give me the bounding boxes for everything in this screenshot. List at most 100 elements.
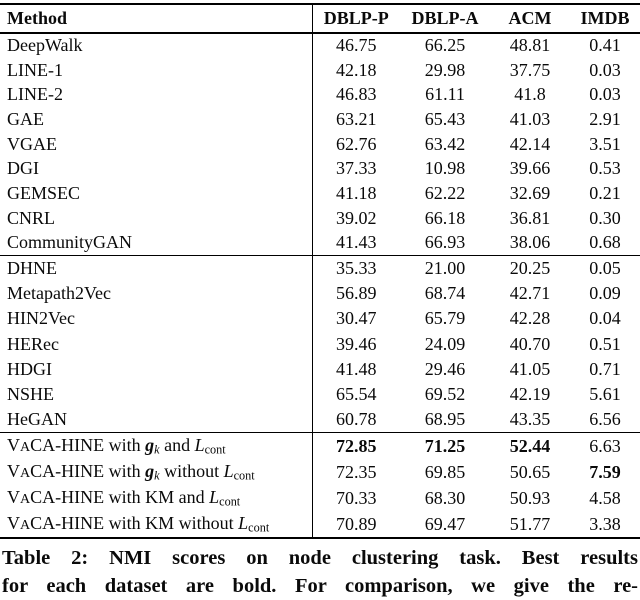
value-cell: 0.09	[589, 282, 621, 303]
method-cell: VACA-HINE with gk without Lcont	[7, 461, 255, 483]
method-cell: GEMSEC	[7, 182, 81, 203]
value-cell: 0.21	[589, 182, 621, 203]
value-cell: 20.25	[509, 257, 551, 278]
value-cell: 3.38	[589, 513, 621, 534]
method-cell: DeepWalk	[7, 35, 83, 56]
value-cell: 41.18	[311, 181, 400, 206]
value-cell: 0.53	[589, 158, 621, 179]
header-row: Method DBLP-P DBLP-A ACM IMDB	[0, 4, 640, 33]
value-cell: 41.03	[509, 108, 551, 129]
value-cell: 0.68	[589, 232, 621, 253]
value-cell: 6.56	[589, 409, 621, 430]
table-row: GEMSEC 41.18 62.22 32.69 0.21	[0, 181, 640, 206]
value-cell: 42.71	[509, 282, 551, 303]
value-cell: 32.69	[509, 182, 551, 203]
table-row: CommunityGAN 41.43 66.93 38.06 0.68	[0, 230, 640, 256]
value-cell: 6.63	[589, 435, 621, 456]
table-row: VACA-HINE with gk and Lcont 72.85 71.25 52.…	[0, 432, 640, 460]
method-cell: HDGI	[7, 358, 52, 379]
value-cell: 41.05	[509, 358, 551, 379]
value-cell: 21.00	[424, 257, 466, 278]
value-cell: 0.04	[589, 308, 621, 329]
value-cell: 42.14	[509, 133, 551, 154]
value-cell: 2.91	[589, 108, 621, 129]
table-body: DeepWalk 46.75 66.25 48.81 0.41 LINE-1 42.18 29…	[0, 33, 640, 539]
value-cell: 24.09	[424, 333, 466, 354]
value-cell: 62.76	[311, 131, 400, 157]
value-cell: 52.44	[509, 435, 551, 456]
table-row: LINE-1 42.18 29.98 37.75 0.03	[0, 57, 640, 83]
value-cell: 46.83	[311, 82, 400, 108]
column-header-dblp-p: DBLP-P	[311, 4, 400, 33]
value-cell: 66.18	[424, 207, 466, 228]
value-cell: 61.11	[425, 84, 465, 105]
value-cell: 68.30	[424, 488, 466, 509]
value-cell: 42.28	[509, 308, 551, 329]
value-cell: 35.33	[311, 255, 400, 281]
value-cell: 10.98	[424, 158, 466, 179]
method-cell: HERec	[7, 333, 59, 354]
value-cell: 37.33	[311, 156, 400, 182]
table-row: NSHE 65.54 69.52 42.19 5.61	[0, 382, 640, 408]
table-row: GAE 63.21 65.43 41.03 2.91	[0, 107, 640, 132]
value-cell: 60.78	[311, 407, 400, 433]
value-cell: 36.81	[509, 207, 551, 228]
value-cell: 41.8	[514, 84, 546, 105]
value-cell: 66.93	[424, 232, 466, 253]
table-row: VACA-HINE with gk without Lcont 72.35 69.8…	[0, 459, 640, 486]
table-row: VACA-HINE with KM and Lcont 70.33 68.30 50.…	[0, 485, 640, 512]
table-row: VACA-HINE with KM without Lcont 70.89 69.4…	[0, 511, 640, 539]
value-cell: 65.54	[311, 382, 400, 408]
value-cell: 42.19	[509, 384, 551, 405]
method-cell: GAE	[7, 108, 44, 129]
value-cell: 69.85	[424, 461, 466, 482]
caption-line-2: for each dataset are bold. For compariso…	[2, 575, 638, 598]
column-header-acm: ACM	[508, 8, 552, 28]
value-cell: 56.89	[311, 280, 400, 306]
table-row: DHNE 35.33 21.00 20.25 0.05	[0, 255, 640, 281]
value-cell: 48.81	[509, 35, 551, 56]
value-cell: 39.46	[311, 331, 400, 357]
value-cell: 37.75	[509, 59, 551, 80]
value-cell: 65.79	[424, 308, 466, 329]
method-cell: NSHE	[7, 384, 55, 405]
value-cell: 69.52	[424, 384, 466, 405]
method-cell: Metapath2Vec	[7, 282, 111, 303]
value-cell: 70.89	[311, 511, 400, 539]
value-cell: 43.35	[509, 409, 551, 430]
table-row: HIN2Vec 30.47 65.79 42.28 0.04	[0, 305, 640, 332]
value-cell: 0.03	[589, 84, 621, 105]
method-cell: VGAE	[7, 133, 57, 154]
table-row: DeepWalk 46.75 66.25 48.81 0.41	[0, 33, 640, 58]
table-row: HeGAN 60.78 68.95 43.35 6.56	[0, 407, 640, 433]
value-cell: 51.77	[509, 513, 551, 534]
value-cell: 7.59	[589, 461, 621, 482]
method-cell: HIN2Vec	[7, 308, 75, 329]
value-cell: 41.48	[311, 356, 400, 383]
caption-line-1: Table 2: NMI scores on node clustering t…	[2, 547, 638, 570]
column-header-dblp-a: DBLP-A	[411, 8, 479, 28]
method-cell: DHNE	[7, 257, 57, 278]
value-cell: 72.35	[311, 459, 400, 486]
column-header-imdb: IMDB	[580, 8, 630, 28]
table-row: HERec 39.46 24.09 40.70 0.51	[0, 331, 640, 357]
table-row: LINE-2 46.83 61.11 41.8 0.03	[0, 82, 640, 108]
table-header: Method DBLP-P DBLP-A ACM IMDB	[0, 4, 640, 33]
method-cell: VACA-HINE with KM and Lcont	[7, 487, 241, 509]
value-cell: 66.25	[424, 35, 466, 56]
value-cell: 39.02	[311, 205, 400, 231]
value-cell: 63.42	[424, 133, 466, 154]
value-cell: 71.25	[424, 435, 466, 456]
method-cell: VACA-HINE with KM without Lcont	[7, 513, 270, 535]
value-cell: 50.65	[509, 461, 551, 482]
column-header-method: Method	[7, 8, 67, 28]
method-cell: LINE-1	[7, 59, 63, 80]
value-cell: 29.98	[424, 59, 466, 80]
value-cell: 46.75	[311, 33, 400, 58]
value-cell: 29.46	[424, 358, 466, 379]
table-row: DGI 37.33 10.98 39.66 0.53	[0, 156, 640, 182]
value-cell: 40.70	[509, 333, 551, 354]
method-cell: VACA-HINE with gk and Lcont	[7, 434, 226, 457]
table-wrapper: Method DBLP-P DBLP-A ACM IMDB DeepWalk 46…	[0, 3, 640, 540]
value-cell: 30.47	[311, 305, 400, 332]
